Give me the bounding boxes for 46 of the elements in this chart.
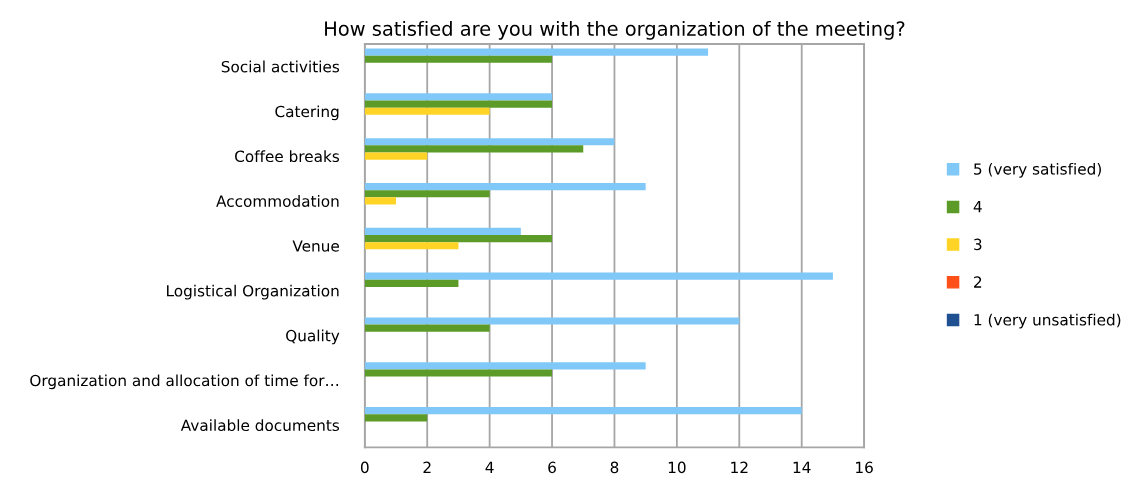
bar bbox=[364, 317, 740, 325]
legend-label: 3 bbox=[974, 238, 982, 251]
x-tick-label: 0 bbox=[360, 461, 369, 474]
bar bbox=[364, 234, 553, 243]
bar bbox=[364, 190, 490, 198]
chart-title: How satisfied are you with the organization of the meeting? bbox=[325, 20, 905, 40]
y-tick-label: Available documents bbox=[180, 419, 340, 432]
bar bbox=[364, 227, 521, 235]
bar bbox=[364, 182, 646, 191]
x-tick-label: 14 bbox=[793, 461, 811, 473]
bar bbox=[364, 272, 833, 280]
y-tick-label: Accommodation bbox=[216, 195, 339, 207]
x-tick-label: 6 bbox=[548, 461, 556, 474]
bar bbox=[364, 138, 615, 146]
bar bbox=[364, 197, 397, 205]
x-tick-label: 16 bbox=[856, 461, 873, 474]
legend-label: 5 (very satisfied) bbox=[974, 162, 1101, 178]
legend-label: 1 (very unsatisfied) bbox=[974, 313, 1121, 329]
bar bbox=[364, 279, 459, 287]
y-tick-label: Organization and allocation of time for… bbox=[30, 374, 339, 390]
x-tick-label: 12 bbox=[731, 461, 748, 473]
x-tick-label: 4 bbox=[485, 461, 494, 473]
bar bbox=[364, 362, 646, 370]
y-tick-label: Social activities bbox=[221, 60, 340, 73]
bar bbox=[364, 93, 553, 101]
x-tick-label: 2 bbox=[423, 461, 431, 473]
bar bbox=[364, 242, 459, 250]
bar bbox=[364, 100, 553, 108]
legend-label: 4 bbox=[973, 201, 982, 213]
bar bbox=[364, 55, 553, 63]
bar bbox=[364, 48, 709, 56]
bar bbox=[364, 152, 428, 160]
y-tick-label: Coffee breaks bbox=[235, 150, 340, 163]
bar bbox=[364, 324, 490, 332]
bar bbox=[364, 414, 428, 422]
y-tick-label: Logistical Organization bbox=[167, 284, 339, 300]
legend-label: 2 bbox=[974, 276, 982, 288]
x-tick-label: 10 bbox=[668, 461, 686, 474]
bar bbox=[364, 145, 584, 153]
y-tick-label: Quality bbox=[286, 329, 340, 345]
x-tick-label: 8 bbox=[610, 461, 619, 474]
y-tick-label: Venue bbox=[292, 240, 339, 252]
bar bbox=[364, 107, 490, 115]
y-tick-label: Catering bbox=[275, 105, 339, 121]
bar bbox=[364, 407, 802, 415]
bar bbox=[364, 369, 553, 377]
